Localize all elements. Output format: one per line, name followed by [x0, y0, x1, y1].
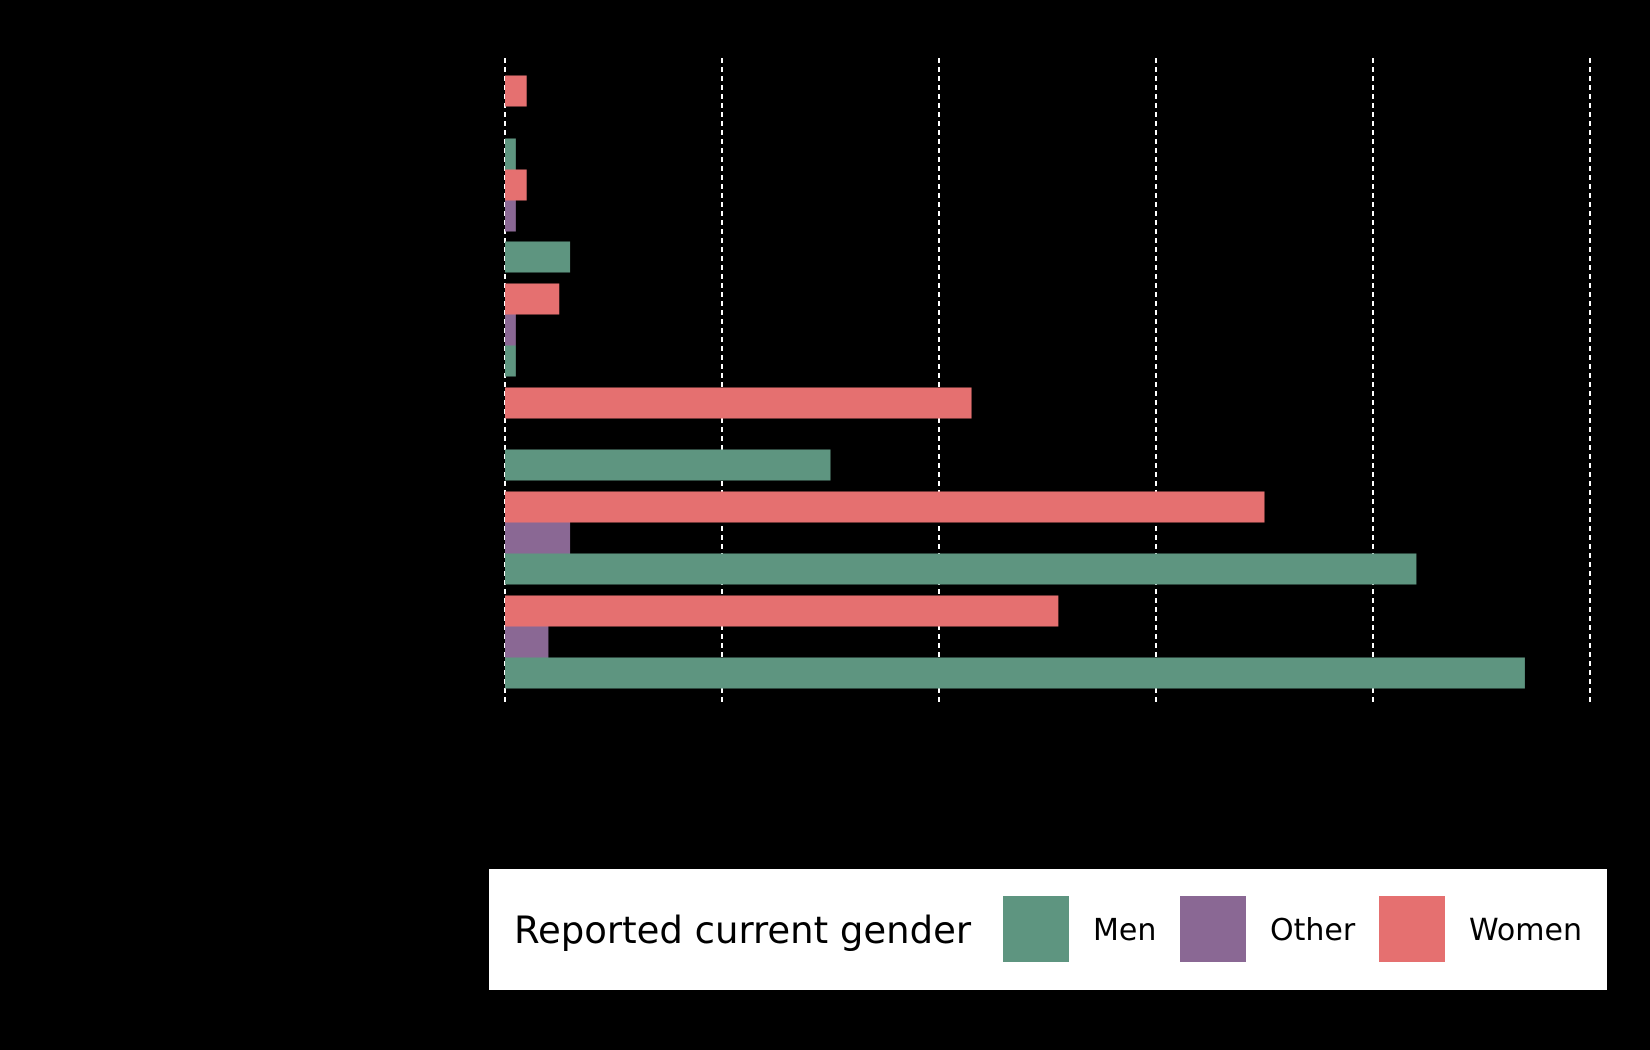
bar-women [505, 169, 527, 201]
bar-women [505, 491, 1265, 523]
legend: Reported current gender Men Other Women [489, 869, 1607, 990]
bar-other [505, 522, 571, 554]
bar-men [505, 553, 1417, 585]
bar-women [505, 387, 972, 419]
bars [505, 75, 1525, 689]
legend-label-men: Men [1093, 913, 1156, 948]
bar-other [505, 626, 549, 658]
bar-men [505, 657, 1525, 689]
bar-men [505, 449, 831, 481]
bar-women [505, 595, 1059, 627]
legend-title: Reported current gender [514, 909, 972, 952]
bar-women [505, 75, 527, 107]
bar-other [505, 314, 516, 346]
legend-label-other: Other [1270, 913, 1356, 948]
legend-label-women: Women [1469, 913, 1582, 948]
legend-key-other [1180, 896, 1246, 962]
bar-other [505, 200, 516, 232]
legend-key-women [1379, 896, 1445, 962]
legend-key-men [1003, 896, 1069, 962]
bar-men [505, 241, 571, 273]
bar-women [505, 283, 560, 315]
bar-men [505, 138, 516, 170]
bar-men [505, 345, 516, 377]
